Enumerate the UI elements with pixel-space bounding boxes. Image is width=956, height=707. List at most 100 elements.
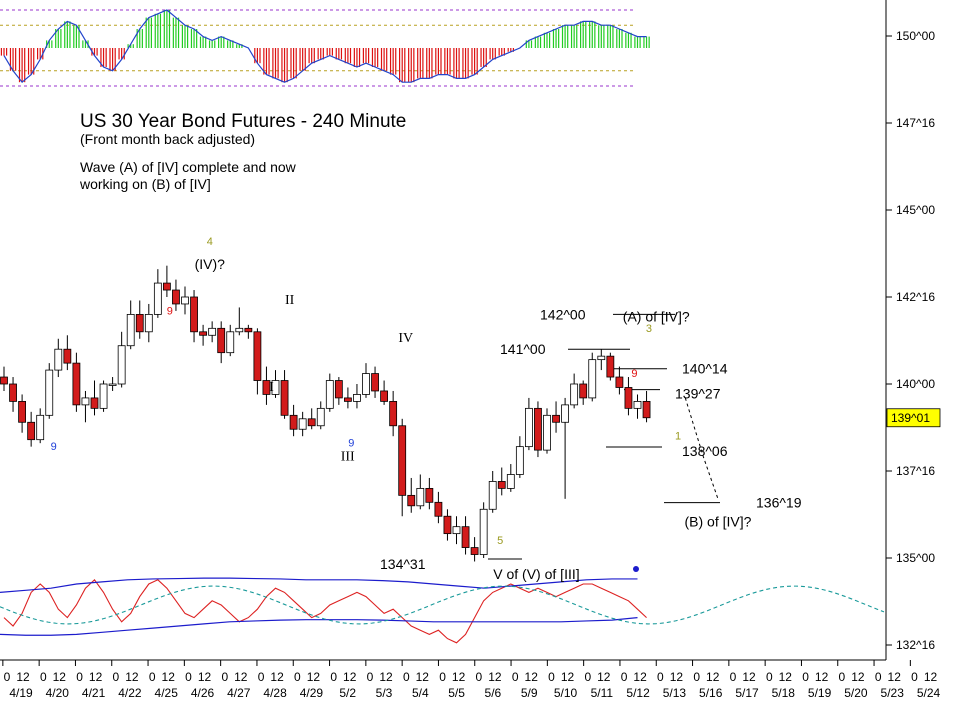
candle-body	[597, 355, 606, 361]
candle-body	[570, 383, 579, 406]
candle-body	[72, 362, 81, 406]
candle-body	[280, 380, 289, 416]
candle-body	[615, 376, 624, 388]
candle-body	[398, 425, 407, 496]
count-label: 5	[497, 535, 503, 547]
candle-body	[226, 331, 235, 354]
x-sub-label: 0	[439, 670, 446, 684]
level-140-14-label: 140^14	[682, 361, 728, 377]
chart-note-line-2: working on (B) of [IV]	[79, 176, 211, 192]
candle-body	[54, 348, 63, 371]
count-label: 9	[631, 368, 637, 380]
candle-body	[144, 313, 153, 333]
y-tick-label: 135^00	[896, 551, 935, 565]
x-date-label: 5/20	[844, 686, 868, 700]
x-sub-label: 0	[911, 670, 918, 684]
candle-body	[416, 487, 425, 507]
level-134-31-label: 134^31	[380, 556, 426, 572]
candle-body	[244, 327, 253, 333]
x-date-label: 5/5	[448, 686, 465, 700]
candle-body	[353, 394, 361, 402]
x-sub-label: 12	[416, 670, 430, 684]
wave-label: V of (V) of [III]	[493, 566, 579, 582]
x-date-label: 5/12	[626, 686, 650, 700]
x-sub-label: 12	[851, 670, 865, 684]
x-date-label: 5/6	[485, 686, 502, 700]
candle-body	[488, 481, 497, 510]
lower-study-panel	[0, 566, 885, 644]
candle-body	[108, 383, 117, 386]
count-label: 9	[167, 305, 173, 317]
candle-body	[606, 355, 615, 378]
x-sub-label: 0	[548, 670, 555, 684]
x-date-label: 4/26	[191, 686, 215, 700]
x-date-label: 5/10	[554, 686, 578, 700]
x-sub-label: 12	[343, 670, 357, 684]
x-sub-label: 0	[258, 670, 265, 684]
x-sub-label: 0	[584, 670, 591, 684]
x-date-label: 5/3	[376, 686, 393, 700]
candle-body	[515, 446, 524, 475]
candle-body	[307, 418, 316, 427]
x-sub-label: 12	[525, 670, 539, 684]
top-oscillator-panel	[0, 9, 650, 87]
y-tick-label: 147^16	[896, 116, 935, 130]
x-sub-label: 12	[815, 670, 829, 684]
x-sub-label: 12	[53, 670, 67, 684]
y-tick-label: 150^00	[896, 29, 935, 43]
candle-body	[506, 474, 515, 489]
candle-body	[579, 383, 588, 399]
x-sub-label: 12	[597, 670, 611, 684]
candle-body	[443, 515, 452, 535]
x-sub-label: 0	[185, 670, 192, 684]
candle-body	[633, 400, 642, 409]
candle-body	[561, 404, 569, 423]
candle-body	[425, 487, 434, 503]
x-sub-label: 0	[657, 670, 664, 684]
x-sub-label: 0	[403, 670, 410, 684]
x-sub-label: 12	[561, 670, 575, 684]
price-candles	[0, 265, 651, 562]
x-date-label: 5/18	[772, 686, 796, 700]
x-sub-label: 12	[162, 670, 176, 684]
candle-body	[642, 400, 651, 419]
last-price-box	[886, 408, 941, 428]
candle-body	[552, 414, 560, 423]
candle-body	[99, 383, 108, 409]
candle-body	[534, 407, 542, 451]
candle-body	[235, 327, 244, 333]
x-sub-label: 12	[706, 670, 720, 684]
x-sub-label: 12	[379, 670, 393, 684]
x-sub-label: 12	[488, 670, 502, 684]
candle-body	[81, 397, 90, 406]
candle-body	[90, 397, 99, 409]
x-sub-label: 12	[89, 670, 103, 684]
x-sub-label: 12	[924, 670, 938, 684]
count-label: 4	[207, 236, 213, 248]
candle-body	[434, 501, 443, 517]
x-sub-label: 12	[270, 670, 284, 684]
candle-body	[525, 407, 533, 448]
candle-body	[407, 494, 416, 507]
level-142-00-label: 142^00	[540, 306, 586, 322]
x-date-label: 5/19	[808, 686, 832, 700]
chart-title: US 30 Year Bond Futures - 240 Minute	[80, 111, 406, 132]
axes: 150^00 147^16 145^00 142^16 140^00 137^16 135^…	[0, 0, 941, 700]
candle-body	[217, 327, 226, 354]
x-sub-label: 0	[802, 670, 809, 684]
candle-body	[0, 376, 8, 385]
x-date-label: 5/11	[591, 686, 614, 700]
x-sub-label: 0	[149, 670, 156, 684]
count-label: 3	[646, 323, 652, 335]
level-139-27-label: 139^27	[675, 386, 721, 402]
x-sub-label: 12	[742, 670, 756, 684]
candle-body	[63, 348, 72, 364]
x-sub-label: 12	[633, 670, 647, 684]
chart-subtitle: (Front month back adjusted)	[80, 131, 255, 147]
x-date-label: 4/21	[82, 686, 106, 700]
x-sub-label: 0	[40, 670, 47, 684]
count-label: 9	[51, 441, 57, 453]
count-label: 1	[675, 431, 681, 443]
